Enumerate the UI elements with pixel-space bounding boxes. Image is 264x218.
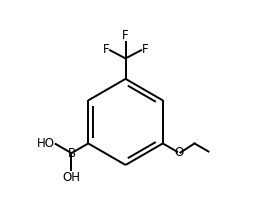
Text: HO: HO [37,137,55,150]
Text: F: F [122,29,129,42]
Text: O: O [174,146,183,159]
Text: F: F [142,43,148,56]
Text: F: F [103,43,109,56]
Text: B: B [67,147,76,160]
Text: OH: OH [63,171,81,184]
